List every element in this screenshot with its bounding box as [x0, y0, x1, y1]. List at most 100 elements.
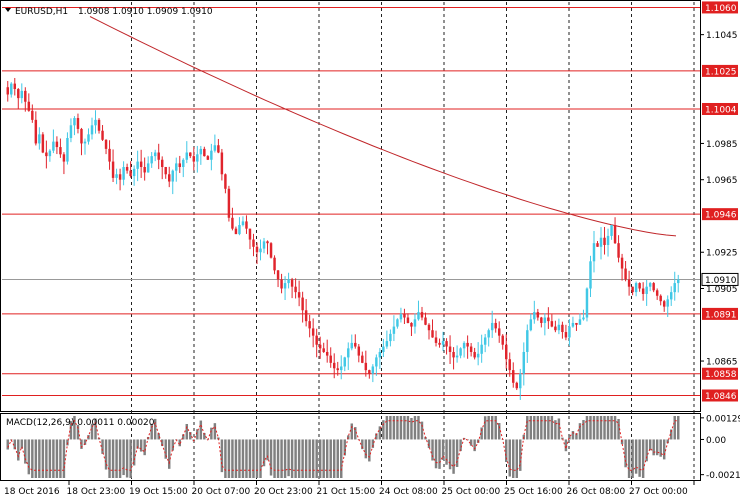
time-label: 25 Oct 16:00 — [504, 487, 563, 497]
macd-bar — [427, 439, 431, 449]
candle-body — [73, 118, 76, 126]
candle-body — [48, 150, 52, 157]
candle-body — [104, 139, 108, 149]
macd-bar — [34, 439, 38, 478]
candle-body — [301, 297, 304, 311]
macd-bar — [540, 416, 543, 440]
candle-body — [90, 125, 94, 135]
candle-body — [350, 342, 354, 349]
macd-bar — [41, 439, 45, 478]
candle-body — [375, 357, 378, 367]
macd-bar — [125, 439, 129, 478]
macd-bar — [459, 439, 462, 452]
macd-bar — [48, 439, 52, 478]
macd-bar — [332, 439, 336, 478]
macd-bar — [354, 427, 357, 440]
macd-bar — [438, 439, 441, 469]
candle-body — [234, 228, 238, 235]
macd-bar — [547, 416, 550, 440]
candle-body — [445, 341, 448, 347]
candle-body — [501, 335, 504, 345]
price-level-value: 1.1060 — [705, 4, 737, 14]
candle-body — [41, 134, 45, 153]
macd-bar — [189, 432, 192, 440]
horizontal-levels — [2, 6, 700, 396]
macd-bar — [382, 420, 385, 440]
price-tick-label: 1.0865 — [706, 358, 738, 368]
candle-body — [329, 355, 332, 363]
macd-bar — [480, 427, 483, 440]
candle-body — [10, 83, 13, 95]
candle-body — [368, 370, 371, 374]
candle-body — [59, 147, 62, 155]
macd-bar — [550, 416, 554, 440]
candle-body — [94, 119, 97, 126]
macd-signal-line — [7, 419, 679, 471]
candle-body — [582, 317, 585, 320]
macd-bar — [368, 439, 371, 462]
candle-body — [52, 141, 55, 151]
macd-bar — [452, 439, 455, 474]
candle-body — [543, 317, 547, 323]
price-level-value: 1.0946 — [705, 211, 737, 221]
macd-bar — [655, 439, 659, 456]
candle-body — [399, 313, 403, 320]
candle-body — [550, 321, 554, 327]
macd-bar — [543, 416, 547, 440]
macd-bar — [417, 416, 420, 440]
candle-body — [132, 168, 136, 177]
macd-bar — [297, 439, 301, 478]
candle-body — [164, 167, 167, 175]
macd-bar — [627, 439, 631, 478]
candle-body — [638, 283, 641, 289]
candle-body — [168, 174, 171, 182]
macd-bar — [83, 439, 87, 445]
macd-label: MACD(12,26,9) 0.00011 0.00020 — [6, 418, 155, 428]
macd-bar — [554, 420, 557, 440]
macd-bar — [199, 420, 203, 440]
candle-body — [101, 130, 104, 140]
macd-bar — [578, 423, 582, 440]
candle-body — [462, 342, 466, 349]
macd-bar — [638, 439, 641, 477]
candle-body — [389, 333, 392, 342]
macd-bar — [568, 436, 571, 440]
candle-body — [38, 134, 41, 144]
macd-bar — [529, 416, 533, 440]
candle-body — [677, 279, 680, 284]
price-level-tag — [702, 367, 738, 380]
candle-body — [304, 310, 308, 322]
macd-bar — [59, 439, 62, 478]
candle-body — [357, 346, 361, 356]
candle-body — [139, 161, 143, 168]
price-tick-label: 1.0965 — [706, 176, 738, 186]
macd-bar — [283, 439, 287, 478]
candle-body — [487, 330, 490, 338]
candle-body — [533, 312, 536, 320]
candle-body — [178, 163, 181, 168]
candle-body — [20, 90, 24, 99]
candle-body — [241, 221, 245, 226]
macd-bar — [473, 439, 476, 452]
time-axis: 18 Oct 2016 18 Oct 23:00 19 Oct 15:00 20 Oc… — [4, 481, 695, 497]
candle-body — [469, 346, 473, 352]
macd-bar — [104, 439, 108, 470]
candle-body — [217, 145, 220, 153]
candle-body — [87, 134, 90, 142]
candle-body — [308, 321, 311, 329]
macd-bar — [111, 439, 115, 478]
candle-body — [406, 317, 410, 323]
candle-body — [343, 357, 346, 367]
candle-body — [585, 288, 589, 318]
candle-body — [641, 288, 645, 294]
chart-header: EURUSD,H1 1.0908 1.0910 1.0909 1.0910 — [5, 7, 213, 17]
macd-bar — [505, 439, 508, 463]
symbol-dropdown-icon[interactable] — [5, 8, 11, 12]
macd-bar — [69, 421, 73, 440]
macd-bar — [536, 416, 540, 440]
macd-bar — [571, 431, 575, 440]
time-label: 20 Oct 07:00 — [192, 487, 251, 497]
macd-bar — [508, 439, 511, 477]
candle-body — [325, 351, 329, 356]
